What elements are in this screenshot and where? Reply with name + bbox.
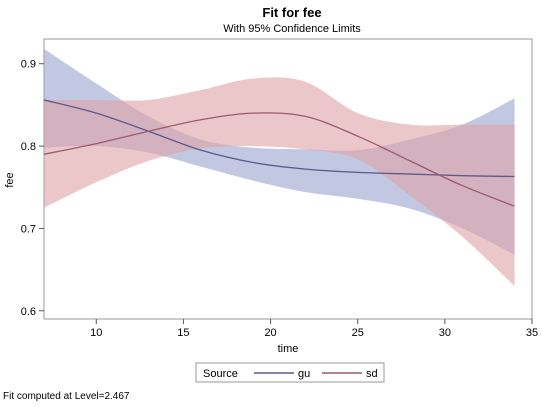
fit-line-sd <box>43 112 515 207</box>
chart-title: Fit for fee <box>262 5 321 20</box>
x-axis-label: time <box>278 343 299 355</box>
y-axis-label: fee <box>4 172 16 187</box>
fit-lines <box>43 99 515 207</box>
x-tick-label: 15 <box>177 327 189 339</box>
fit-line-gu <box>43 99 515 178</box>
x-tick-label: 10 <box>90 327 102 339</box>
x-axis-ticks: 10 15 20 25 30 35 <box>90 319 538 339</box>
fit-footnote: Fit computed at Level=2.467 <box>3 391 130 402</box>
x-tick-label: 25 <box>352 327 364 339</box>
x-tick-label: 30 <box>439 327 451 339</box>
y-tick-label: 0.9 <box>21 59 36 71</box>
x-tick-label: 20 <box>264 327 276 339</box>
chart-subtitle: With 95% Confidence Limits <box>223 23 361 35</box>
y-axis-ticks: 0.6 0.7 0.8 0.9 <box>21 59 44 318</box>
y-tick-label: 0.7 <box>21 223 36 235</box>
confidence-bands <box>44 48 515 287</box>
y-tick-label: 0.8 <box>21 141 36 153</box>
legend-title: Source <box>203 368 238 380</box>
legend-label-gu: gu <box>298 368 310 380</box>
confidence-band-gu <box>44 48 515 255</box>
x-tick-label: 35 <box>526 327 538 339</box>
legend: Source gu sd <box>195 362 385 383</box>
y-tick-label: 0.6 <box>21 306 36 318</box>
legend-label-sd: sd <box>366 368 378 380</box>
confidence-band-sd <box>44 77 515 287</box>
